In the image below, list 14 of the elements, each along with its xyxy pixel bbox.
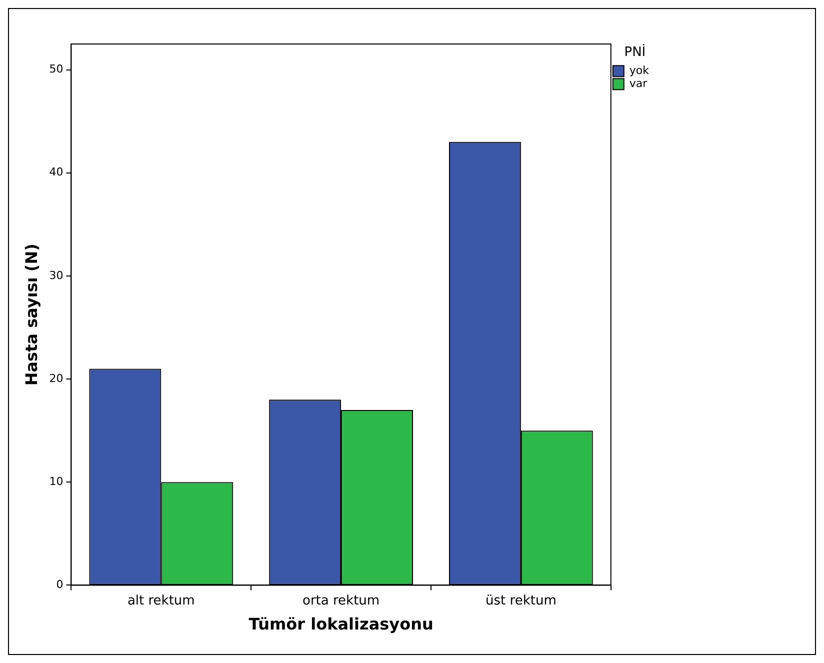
y-tick-label: 30 [49, 268, 64, 282]
y-tick-label: 0 [56, 578, 64, 592]
y-tick-label: 10 [49, 474, 64, 488]
legend-label: yok [629, 64, 650, 77]
y-tick-label: 50 [49, 62, 64, 76]
legend-title: PNİ [624, 44, 646, 60]
y-axis-title: Hasta sayısı (N) [22, 244, 41, 386]
y-tick-label: 40 [49, 166, 64, 179]
x-tick-label: alt rektum [127, 593, 195, 608]
y-tick-label: 20 [49, 372, 64, 385]
x-axis-title: Tümör lokalizasyonu [248, 614, 434, 634]
legend-label: var [629, 76, 648, 90]
x-tick-label: üst rektum [486, 593, 556, 608]
x-tick-label: orta rektum [302, 593, 380, 608]
